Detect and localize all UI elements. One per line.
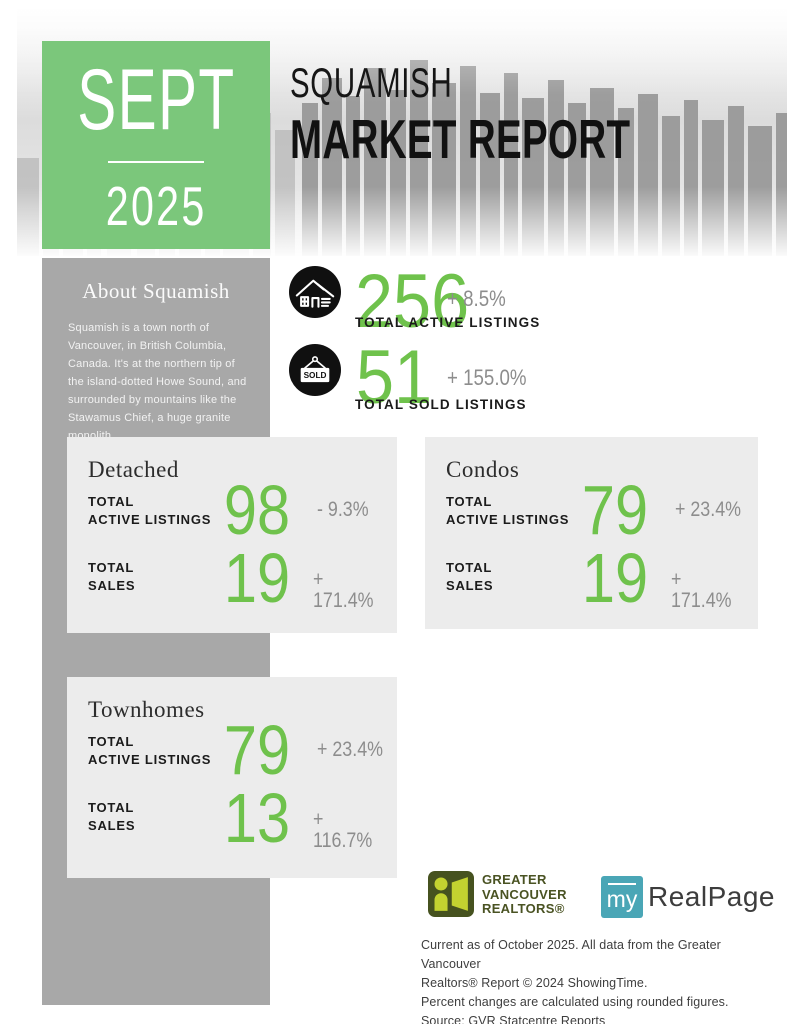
label-line: ACTIVE LISTINGS bbox=[88, 511, 212, 527]
detached-sales-label: TOTAL SALES bbox=[88, 559, 135, 594]
total-sold-listings-change: + 155.0% bbox=[447, 365, 527, 390]
gvr-text-line: REALTORS® bbox=[482, 901, 565, 917]
myrealpage-name-text: RealPage bbox=[648, 881, 775, 912]
total-active-listings-label: TOTAL ACTIVE LISTINGS bbox=[355, 315, 541, 330]
label-line: TOTAL bbox=[446, 494, 493, 509]
about-description: Squamish is a town north of Vancouver, i… bbox=[68, 322, 247, 442]
card-title-townhomes: Townhomes bbox=[88, 697, 205, 722]
condos-active-listings-value: 79 bbox=[581, 471, 649, 549]
report-title: MARKET REPORT bbox=[290, 108, 631, 170]
gvr-logo-icon bbox=[428, 871, 474, 917]
myrealpage-overline bbox=[608, 883, 636, 885]
gvr-text-line: GREATER bbox=[482, 872, 547, 887]
label-line: SALES bbox=[88, 577, 136, 593]
detached-sales-change: + 171.4% bbox=[313, 568, 374, 612]
townhomes-active-listings-value: 79 bbox=[223, 711, 291, 789]
card-title-detached: Detached bbox=[88, 457, 179, 482]
gvr-text-line: VANCOUVER bbox=[482, 886, 567, 902]
condos-sales-change: + 171.4% bbox=[671, 568, 732, 612]
detached-active-listings-label: TOTAL ACTIVE LISTINGS bbox=[88, 493, 211, 528]
label-line: TOTAL bbox=[446, 560, 493, 575]
house-icon bbox=[289, 266, 341, 323]
condos-sales-value: 19 bbox=[581, 539, 649, 617]
city-name: SQUAMISH bbox=[290, 59, 453, 106]
total-sold-listings-value: 51 bbox=[356, 335, 433, 420]
total-active-listings-change: + 8.5% bbox=[447, 286, 506, 311]
detached-card: Detached TOTAL ACTIVE LISTINGS 98 - 9.3%… bbox=[67, 437, 397, 633]
month-divider bbox=[108, 160, 204, 163]
report-year: 2025 bbox=[105, 174, 207, 237]
label-line: TOTAL bbox=[88, 560, 135, 575]
greater-vancouver-realtors-logo[interactable]: GREATER VANCOUVER REALTORS® bbox=[428, 871, 658, 919]
about-title: About Squamish bbox=[82, 279, 230, 303]
total-sold-listings-label: TOTAL SOLD LISTINGS bbox=[355, 397, 527, 412]
gvr-logo-text: GREATER VANCOUVER REALTORS® bbox=[482, 871, 567, 917]
label-line: SALES bbox=[88, 817, 136, 833]
label-line: ACTIVE LISTINGS bbox=[446, 511, 570, 527]
myrealpage-logo[interactable]: my RealPage bbox=[601, 876, 775, 918]
label-line: ACTIVE LISTINGS bbox=[88, 751, 212, 767]
detached-active-listings-change: - 9.3% bbox=[317, 498, 369, 521]
total-active-listings-value: 256 bbox=[355, 259, 470, 344]
condos-sales-label: TOTAL SALES bbox=[446, 559, 493, 594]
detached-sales-value: 19 bbox=[223, 539, 291, 617]
townhomes-sales-change: + 116.7% bbox=[313, 808, 373, 852]
disclaimer-text: Current as of October 2025. All data fro… bbox=[421, 938, 729, 1024]
sold-sign-icon: SOLD bbox=[289, 344, 341, 401]
condos-active-listings-label: TOTAL ACTIVE LISTINGS bbox=[446, 493, 569, 528]
condos-active-listings-change: + 23.4% bbox=[675, 498, 742, 521]
townhomes-card: Townhomes TOTAL ACTIVE LISTINGS 79 + 23.… bbox=[67, 677, 397, 878]
condos-card: Condos TOTAL ACTIVE LISTINGS 79 + 23.4% … bbox=[425, 437, 758, 629]
myrealpage-logo-icon: my bbox=[601, 876, 643, 918]
label-line: TOTAL bbox=[88, 800, 135, 815]
report-month-box: SEPT 2025 bbox=[42, 41, 270, 249]
townhomes-sales-value: 13 bbox=[223, 779, 291, 857]
card-title-condos: Condos bbox=[446, 457, 520, 482]
label-line: TOTAL bbox=[88, 494, 135, 509]
report-month: SEPT bbox=[76, 51, 236, 148]
label-line: TOTAL bbox=[88, 734, 135, 749]
townhomes-active-listings-change: + 23.4% bbox=[317, 738, 384, 761]
detached-active-listings-value: 98 bbox=[223, 471, 291, 549]
label-line: SALES bbox=[446, 577, 494, 593]
sold-sign-text: SOLD bbox=[304, 371, 327, 380]
townhomes-active-listings-label: TOTAL ACTIVE LISTINGS bbox=[88, 733, 211, 768]
myrealpage-my-text: my bbox=[606, 885, 638, 912]
townhomes-sales-label: TOTAL SALES bbox=[88, 799, 135, 834]
